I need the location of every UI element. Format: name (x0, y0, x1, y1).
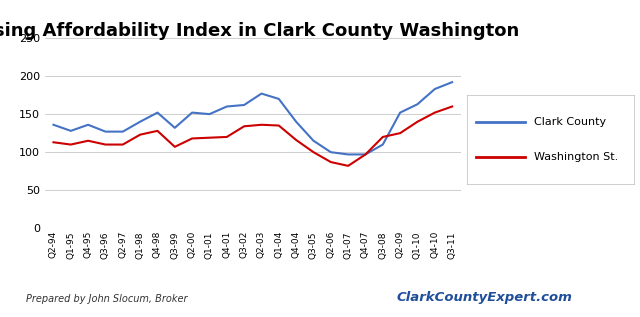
Washington St. (448, 105, 456, 108)
Clark County (275, 97, 283, 101)
Washington St. (84, 139, 92, 143)
Clark County (119, 130, 127, 133)
Clark County (154, 111, 161, 114)
Washington St. (431, 111, 438, 114)
Clark County (223, 105, 230, 108)
Washington St. (50, 140, 58, 144)
Clark County (171, 126, 179, 130)
Washington St. (327, 160, 335, 164)
Clark County (362, 152, 369, 156)
Clark County (67, 129, 75, 133)
Clark County (292, 120, 300, 124)
Clark County (102, 130, 109, 133)
Washington St. (223, 135, 230, 139)
Clark County (448, 80, 456, 84)
Washington St. (67, 143, 75, 146)
Clark County (396, 111, 404, 114)
Clark County (188, 111, 196, 114)
Washington St. (275, 124, 283, 127)
Clark County (431, 87, 438, 91)
Washington St. (171, 145, 179, 149)
Line: Washington St.: Washington St. (54, 107, 452, 166)
Text: Prepared by John Slocum, Broker: Prepared by John Slocum, Broker (26, 294, 187, 304)
Clark County (379, 143, 387, 146)
Washington St. (240, 124, 248, 128)
Clark County (258, 92, 266, 95)
Clark County (344, 152, 352, 156)
Washington St. (310, 150, 317, 154)
Washington St. (413, 120, 421, 124)
Text: ClarkCountyExpert.com: ClarkCountyExpert.com (397, 291, 573, 304)
Washington St. (136, 133, 144, 137)
Clark County (327, 150, 335, 154)
Text: Housing Affordability Index in Clark County Washington: Housing Affordability Index in Clark Cou… (0, 22, 520, 40)
Washington St. (119, 143, 127, 146)
Clark County (310, 139, 317, 143)
Washington St. (102, 143, 109, 146)
Washington St. (258, 123, 266, 127)
Clark County (240, 103, 248, 107)
Washington St. (362, 152, 369, 156)
Washington St. (292, 138, 300, 142)
Line: Clark County: Clark County (54, 82, 452, 154)
Clark County (136, 120, 144, 124)
Clark County (205, 112, 213, 116)
Washington St. (396, 131, 404, 135)
Text: Washington St.: Washington St. (534, 152, 618, 162)
Washington St. (154, 129, 161, 133)
Washington St. (344, 164, 352, 168)
Clark County (50, 123, 58, 127)
Clark County (413, 102, 421, 106)
Washington St. (205, 136, 213, 139)
Washington St. (379, 135, 387, 139)
Washington St. (188, 137, 196, 140)
Clark County (84, 123, 92, 127)
Text: Clark County: Clark County (534, 117, 606, 127)
